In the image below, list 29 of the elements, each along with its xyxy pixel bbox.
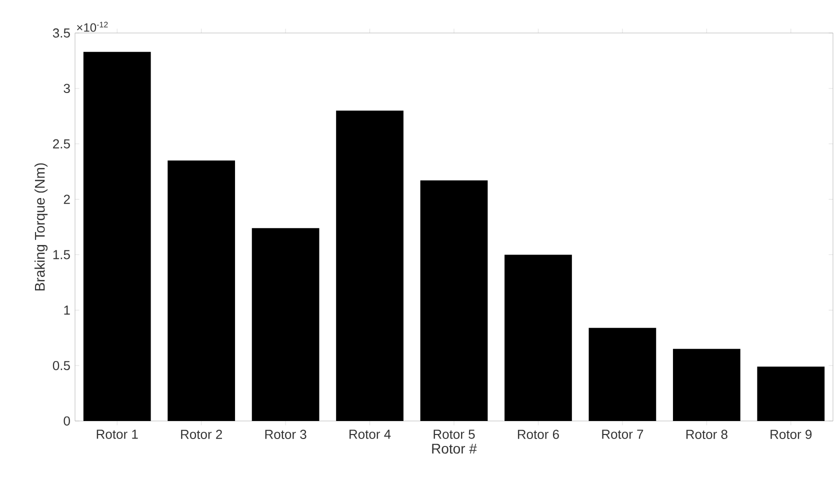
text: ×10$^{-12}$ bbox=[77, 22, 108, 32]
x-tick-label: Rotor 4 bbox=[350, 430, 391, 439]
bar bbox=[588, 328, 656, 421]
y-tick-label: 1.5 bbox=[53, 250, 70, 260]
x-tick-label: Rotor 9 bbox=[770, 430, 812, 439]
bar bbox=[252, 228, 320, 421]
x-tick-label: Rotor 1 bbox=[96, 430, 138, 439]
y-tick-label: 0 bbox=[64, 416, 70, 426]
y-tick-label: 2 bbox=[64, 194, 70, 204]
y-tick-label: 0.5 bbox=[52, 360, 70, 370]
x-tick-label: Rotor 5 bbox=[434, 430, 475, 439]
y-axis-title: Braking Torque (Nm) bbox=[34, 163, 48, 290]
x-tick-label: Rotor 6 bbox=[518, 430, 559, 439]
x-axis-title: Rotor # bbox=[432, 444, 477, 454]
bar bbox=[504, 254, 572, 421]
x-tick-label: Rotor 7 bbox=[602, 430, 644, 439]
bar bbox=[757, 366, 825, 421]
x-tick-label: Rotor 2 bbox=[181, 430, 222, 439]
bar bbox=[420, 180, 488, 421]
bar bbox=[672, 348, 740, 421]
y-tick-label: 2.5 bbox=[53, 139, 70, 148]
bar bbox=[336, 110, 404, 421]
bar bbox=[168, 160, 236, 421]
y-tick-label: 1 bbox=[64, 306, 70, 315]
bar bbox=[83, 52, 151, 421]
x-tick-label: Rotor 8 bbox=[686, 430, 728, 439]
y-tick-label: 3.5 bbox=[52, 28, 70, 38]
x-tick-label: Rotor 3 bbox=[265, 430, 306, 439]
y-tick-label: 3 bbox=[64, 84, 70, 94]
